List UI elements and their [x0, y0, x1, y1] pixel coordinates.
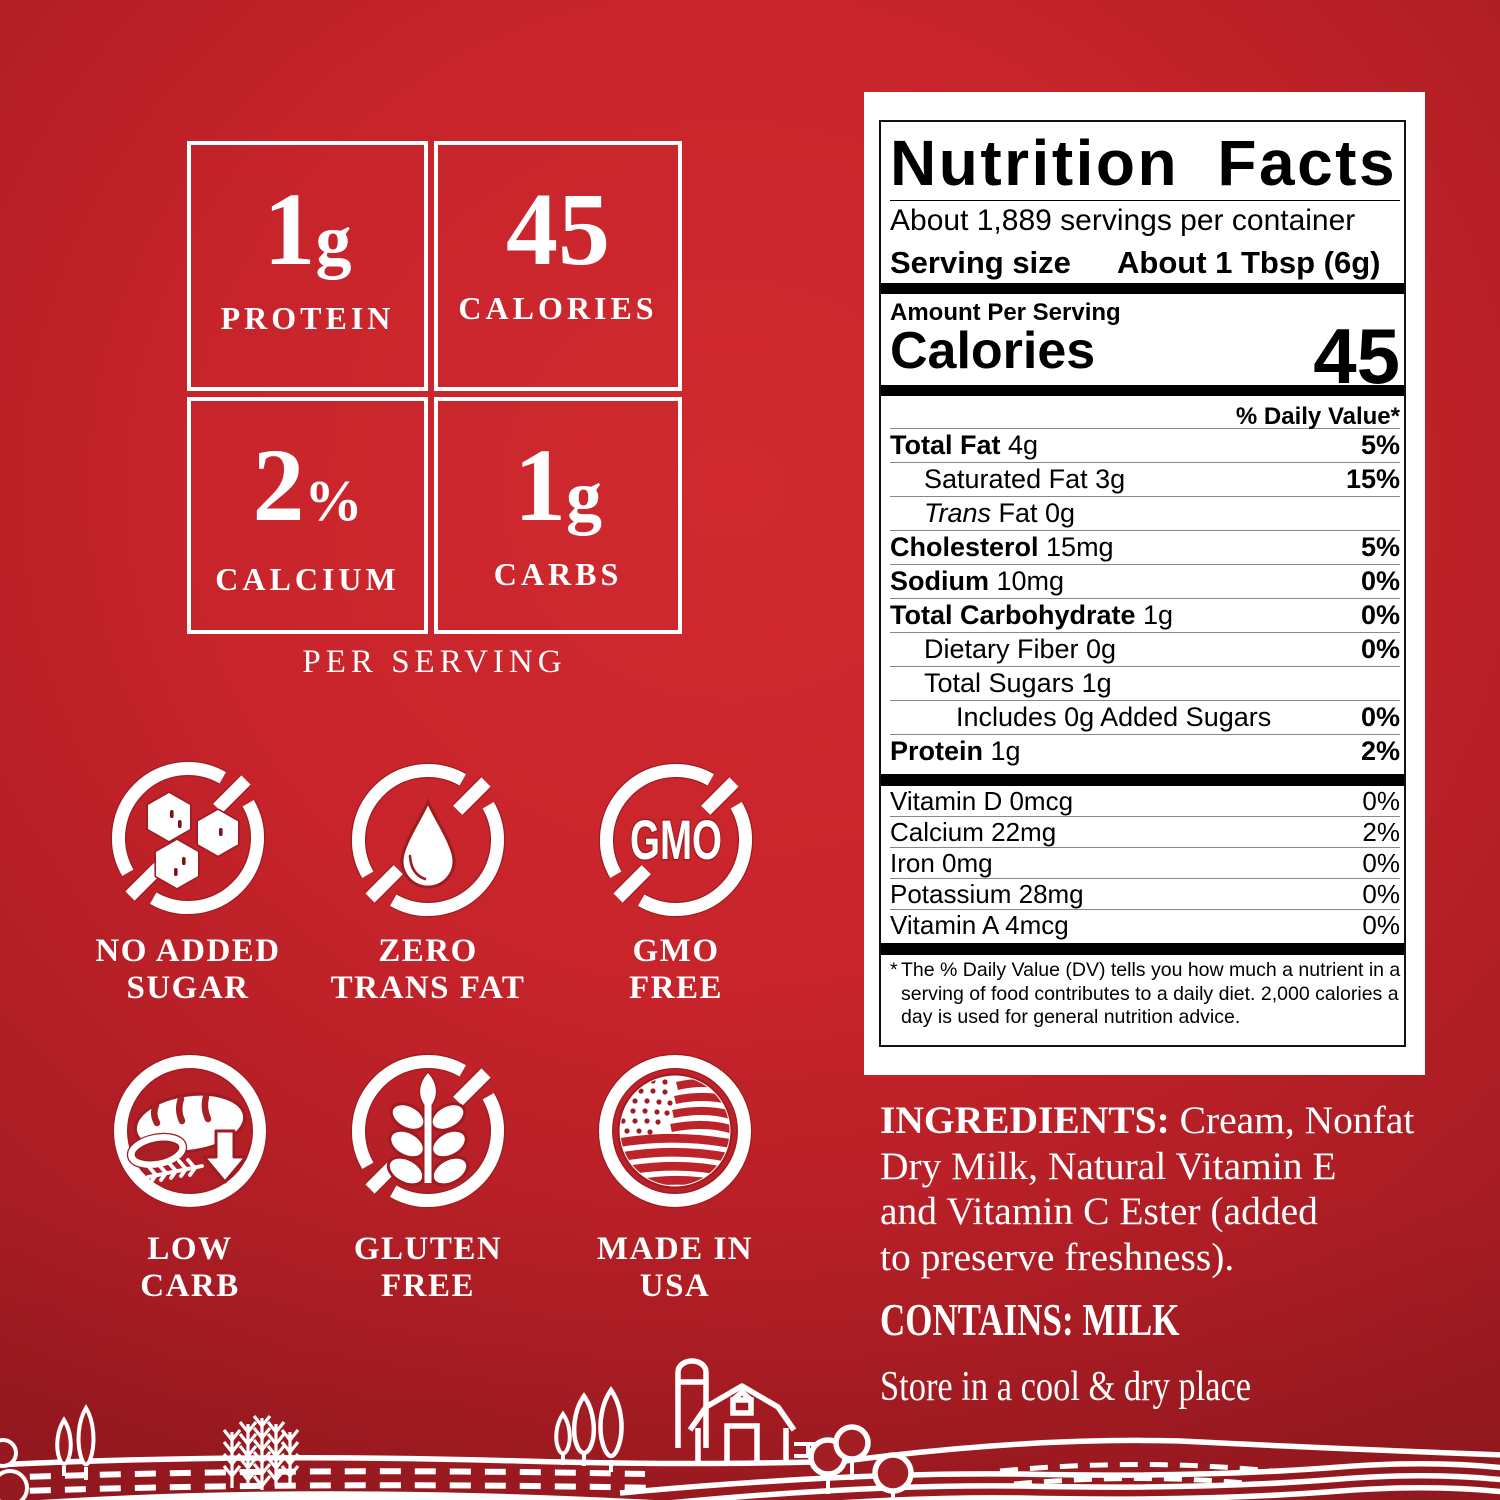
- svg-text:GMO: GMO: [630, 808, 722, 871]
